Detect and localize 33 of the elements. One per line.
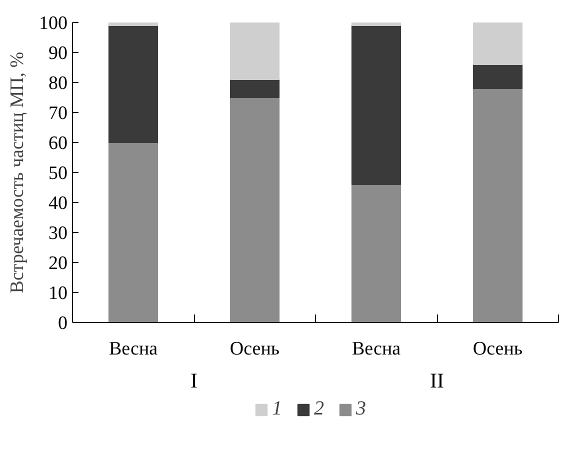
y-tick-label: 30 (48, 223, 68, 244)
bar (230, 22, 280, 80)
bar (351, 25, 402, 185)
legend-label: 1 (272, 398, 283, 420)
bar (472, 22, 523, 65)
bar (230, 97, 280, 322)
bar (351, 184, 402, 322)
y-tick-label: 10 (48, 283, 68, 304)
text: II (430, 368, 444, 392)
legend-label: 3 (356, 398, 367, 420)
y-tick-label: 80 (48, 73, 68, 94)
y-tick-label: 0 (58, 313, 68, 334)
bar (108, 142, 158, 322)
bar (472, 64, 523, 89)
y-tick-label: 70 (48, 103, 68, 124)
y-tick-label: 60 (48, 133, 68, 154)
y-tick-label: 100 (39, 13, 68, 34)
y-tick-label: 50 (48, 163, 68, 184)
y-tick-label: 40 (48, 193, 68, 214)
x-tick-label: Весна (108, 338, 158, 360)
bar (472, 88, 523, 322)
y-tick-label: 90 (48, 43, 68, 64)
x-tick-label: Осень (472, 338, 523, 360)
bar (108, 25, 158, 143)
x-tick-label: Весна (352, 338, 402, 360)
x-tick-label: Осень (230, 338, 280, 360)
y-axis-title: Встречаемость частиц МП, % (7, 52, 28, 294)
legend-label: 2 (314, 398, 325, 420)
y-tick-label: 20 (48, 253, 68, 274)
bar (230, 79, 280, 98)
bar (108, 22, 158, 26)
text: I (190, 368, 198, 392)
bar (351, 22, 402, 26)
